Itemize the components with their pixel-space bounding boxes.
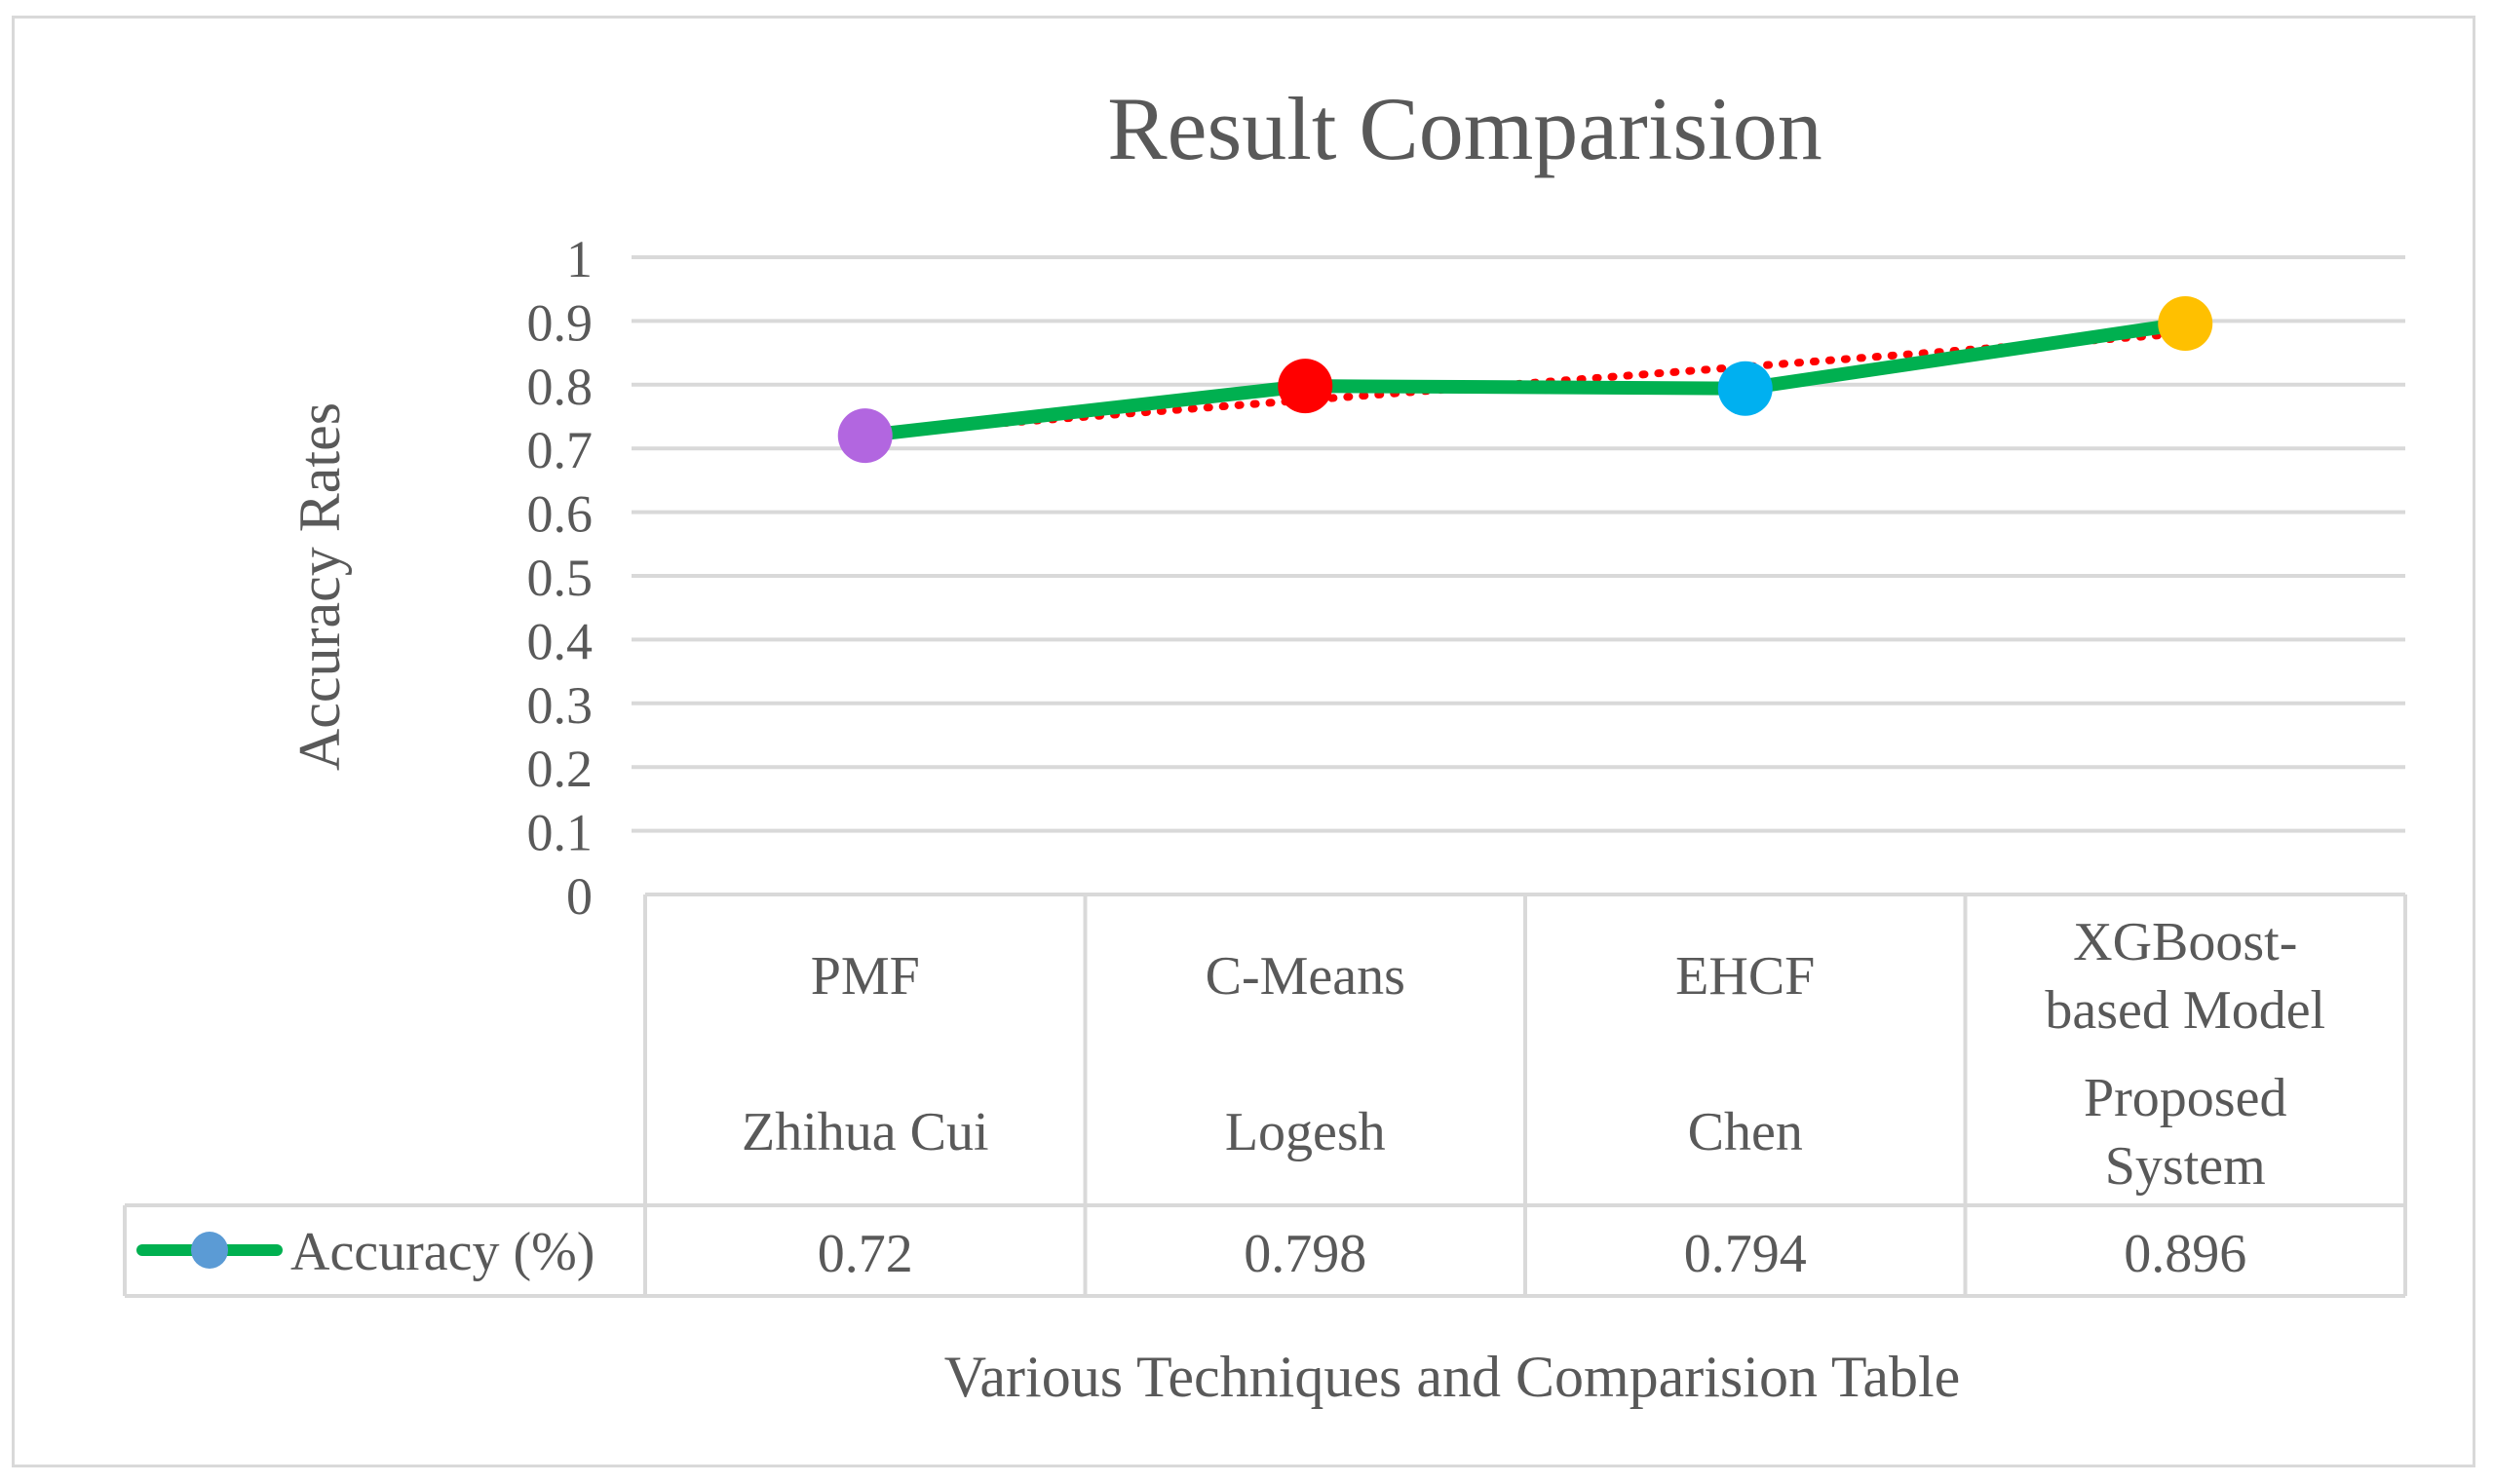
x-axis-label: Various Techniques and Comparision Table [944, 1345, 1961, 1409]
chart-title: Result Comparision [1107, 79, 1822, 178]
category-label: PMF [811, 946, 920, 1007]
y-tick-label: 0.7 [527, 421, 594, 479]
y-tick-label: 0.9 [527, 293, 594, 352]
legend-marker [191, 1232, 228, 1269]
y-tick-label: 0.8 [527, 358, 594, 416]
table-value: 0.72 [818, 1224, 913, 1284]
y-tick-label: 0.3 [527, 676, 594, 735]
y-axis-label: Accuracy Rates [288, 402, 352, 771]
category-label: XGBoost- [2073, 912, 2297, 972]
category-label: System [2105, 1136, 2266, 1197]
data-point [1278, 359, 1333, 414]
y-tick-label: 0.2 [527, 740, 594, 798]
table-value: 0.794 [1684, 1224, 1807, 1284]
category-label: Logesh [1225, 1102, 1386, 1162]
data-point [2158, 296, 2213, 352]
category-label: Zhihua Cui [742, 1102, 989, 1162]
category-label: Chen [1688, 1102, 1803, 1162]
series-accuracy [837, 296, 2213, 464]
y-tick-labels: 00.1 0.20.3 0.40.50.6 0.70.8 0.91 [527, 230, 594, 926]
table-value: 0.798 [1244, 1224, 1366, 1284]
legend-series-name: Accuracy (%) [290, 1222, 594, 1282]
y-tick-label: 1 [566, 230, 593, 288]
y-tick-label: 0.5 [527, 549, 594, 607]
category-label: EHCF [1675, 946, 1815, 1007]
category-label: Proposed [2084, 1068, 2286, 1128]
category-label: C-Means [1206, 946, 1405, 1007]
table-value: 0.896 [2124, 1224, 2246, 1284]
category-label: based Model [2045, 980, 2325, 1041]
data-point [837, 408, 893, 464]
y-tick-label: 0.6 [527, 485, 594, 544]
y-tick-label: 0.4 [527, 612, 594, 670]
series-line [863, 317, 2187, 443]
data-point [1717, 361, 1773, 416]
y-tick-label: 0.1 [527, 804, 594, 862]
gridlines [632, 255, 2405, 833]
y-tick-label: 0 [566, 867, 593, 926]
data-table: PMF Zhihua Cui 0.72 C-Means Logesh 0.798 EHCF C… [123, 893, 2407, 1298]
